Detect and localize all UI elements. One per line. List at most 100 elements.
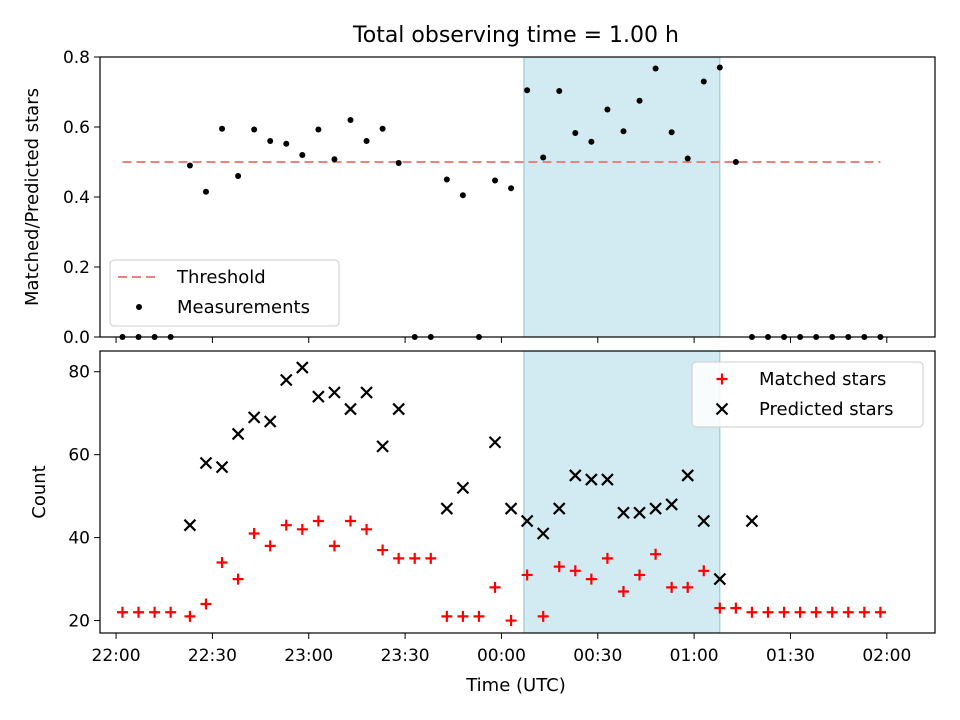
measurement-point	[299, 152, 306, 158]
predicted-star-point	[247, 411, 261, 424]
predicted-star-point	[312, 390, 325, 403]
predicted-star-point	[536, 527, 550, 540]
x-tick-label: 00:00	[477, 646, 526, 666]
matched-star-point	[601, 552, 613, 564]
predicted-star-point	[440, 502, 454, 515]
predicted-star-point	[745, 514, 759, 528]
predicted-star-point	[552, 502, 566, 515]
matched-star-point	[810, 606, 822, 618]
matched-star-point	[216, 557, 228, 568]
matched-star-point	[842, 606, 854, 618]
matched-star-point	[280, 519, 292, 531]
matched-star-point	[537, 610, 549, 622]
measurement-point	[492, 177, 499, 184]
measurement-point	[620, 128, 627, 135]
measurement-point	[219, 125, 226, 132]
matched-star-point	[328, 540, 340, 552]
y-tick-label: 0.2	[63, 258, 90, 278]
x-tick-label: 22:00	[92, 646, 141, 666]
x-tick-label: 22:30	[188, 646, 237, 666]
legend-label: Predicted stars	[759, 399, 893, 420]
matched-star-point	[730, 602, 742, 614]
y-tick-label: 20	[68, 612, 90, 632]
matched-star-point	[377, 544, 389, 556]
predicted-star-point	[199, 456, 213, 470]
x-tick-label: 02:00	[862, 646, 911, 666]
legend-box	[109, 259, 340, 327]
matched-star-point	[762, 606, 774, 618]
predicted-star-point	[488, 435, 502, 449]
predicted-star-point	[585, 473, 598, 486]
matched-star-point	[296, 523, 308, 535]
matched-star-point	[666, 581, 678, 593]
legend: Matched stars Predicted stars	[691, 361, 924, 428]
matched-star-point	[585, 573, 597, 585]
measurement-point	[540, 154, 547, 161]
legend-label: Measurements	[177, 297, 310, 318]
matched-star-point	[200, 598, 212, 610]
predicted-star-point	[504, 502, 518, 515]
measurement-point	[251, 126, 258, 133]
matched-star-point	[409, 552, 421, 564]
predicted-star-point	[633, 506, 646, 520]
predicted-star-point	[681, 469, 694, 482]
matched-star-point	[682, 581, 694, 593]
measurement-point	[572, 129, 579, 136]
matched-star-point	[165, 606, 177, 618]
measurement-point	[379, 125, 386, 132]
x-tick-label: 01:00	[670, 646, 719, 666]
predicted-star-point	[263, 415, 277, 428]
measurement-point	[202, 188, 209, 195]
matched-star-point	[569, 565, 581, 577]
predicted-star-point	[279, 373, 293, 387]
measurement-point	[443, 176, 450, 183]
predicted-star-point	[601, 473, 614, 486]
predicted-star-point	[649, 502, 662, 515]
matched-star-point	[650, 548, 662, 560]
top-panel: 0.0 0.2 0.4 0.6 0.8 Matched/Predicted stars Th…	[22, 48, 936, 348]
x-axis-label: Time (UTC)	[465, 675, 566, 696]
axes-frame	[99, 56, 936, 338]
axes-frame	[99, 350, 936, 634]
legend-box	[691, 361, 924, 428]
x-tick-label: 00:30	[573, 646, 622, 666]
measurement-point	[652, 65, 659, 72]
matched-star-point	[489, 581, 501, 593]
x-tick-label: 01:30	[766, 646, 815, 666]
predicted-star-point	[215, 460, 229, 474]
matched-star-point	[521, 569, 533, 581]
measurement-point	[604, 106, 611, 113]
matched-star-point	[698, 565, 710, 577]
matched-star-point	[505, 615, 517, 627]
y-tick-label: 0.8	[63, 48, 90, 68]
predicted-star-point	[392, 402, 405, 416]
matched-star-point	[874, 606, 886, 618]
matched-star-point	[714, 602, 726, 614]
matched-star-point	[634, 569, 646, 581]
matched-star-point	[232, 573, 244, 585]
matched-star-point	[778, 606, 790, 618]
bottom-panel: 22:00 22:30 23:00 23:30 00:00 00:30 01:00 01:30…	[29, 350, 936, 666]
matched-star-point	[345, 515, 356, 527]
legend-label: Threshold	[176, 267, 266, 288]
predicted-star-point	[328, 386, 341, 399]
y-tick-label: 40	[68, 529, 90, 549]
measurement-point	[700, 78, 707, 85]
matched-star-point	[441, 610, 453, 622]
measurement-point	[459, 192, 466, 199]
predicted-star-point	[520, 514, 534, 528]
matched-star-point	[746, 606, 758, 618]
measurement-point	[668, 129, 675, 136]
matched-star-point	[149, 606, 161, 618]
x-tick-label: 23:00	[284, 646, 333, 666]
y-tick-label: 0.6	[63, 118, 90, 138]
matched-star-point	[473, 610, 485, 622]
matched-star-point	[858, 606, 870, 618]
measurement-point	[235, 173, 242, 179]
y-tick-label: 80	[68, 363, 90, 383]
matched-star-point	[617, 586, 629, 598]
legend-predicted-swatch	[715, 402, 729, 416]
predicted-star-point	[344, 402, 357, 416]
measurement-point	[716, 64, 723, 71]
